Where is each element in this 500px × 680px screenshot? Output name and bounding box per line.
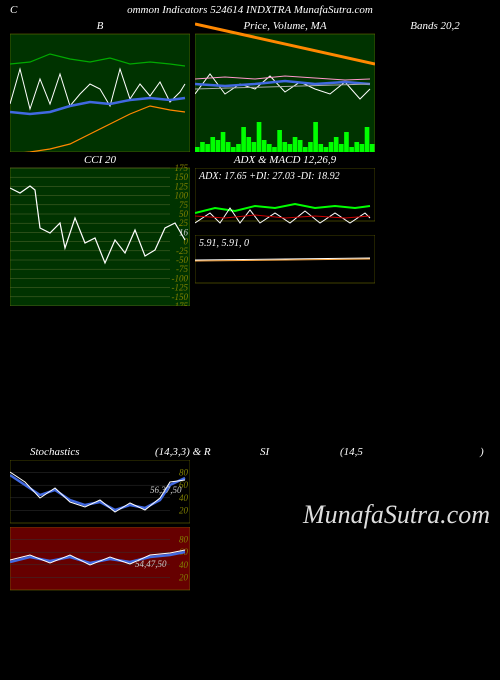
title-stoch-r3: (14,5 (340, 446, 363, 458)
title-stoch-r1: (14,3,3) & R (155, 446, 211, 458)
title-bbands: B (10, 20, 190, 34)
panel-rsi: 8060402054,47,50 (10, 527, 190, 592)
svg-text:54,47,50: 54,47,50 (135, 559, 167, 569)
panel-stoch: 8060402056,37,50 (10, 460, 190, 525)
svg-text:20: 20 (179, 505, 189, 515)
svg-text:-175: -175 (172, 301, 189, 306)
header-center: ommon Indicators 524614 INDXTRA MunafaSu… (127, 4, 373, 16)
panel-bbands: B (10, 22, 190, 152)
panel-adx-macd: ADX & MACD 12,26,9 ADX: 17.65 +DI: 27.03… (195, 156, 375, 306)
panel-bands-label: Bands 20,2 (380, 22, 490, 152)
panel-price: Price, Volume, MA (195, 22, 375, 152)
title-stoch: Stochastics (30, 446, 80, 458)
svg-text:20: 20 (179, 572, 189, 582)
title-bands: Bands 20,2 (380, 20, 490, 34)
title-stoch-r2: SI (260, 446, 269, 458)
svg-text:80: 80 (179, 468, 189, 478)
svg-text:40: 40 (179, 560, 189, 570)
title-cci: CCI 20 (10, 154, 190, 168)
panel-cci: CCI 20 175150125100755025160-25-50-75-10… (10, 156, 190, 306)
title-price: Price, Volume, MA (195, 20, 375, 34)
svg-text:ADX: 17.65 +DI: 27.03 -DI: 18.: ADX: 17.65 +DI: 27.03 -DI: 18.92 (198, 171, 340, 182)
svg-text:80: 80 (179, 535, 189, 545)
svg-text:5.91, 5.91, 0: 5.91, 5.91, 0 (199, 238, 249, 249)
title-stoch-r4: ) (480, 446, 484, 458)
header-left: C (10, 4, 17, 16)
svg-text:56,37,50: 56,37,50 (150, 485, 182, 495)
title-adx: ADX & MACD 12,26,9 (195, 154, 375, 168)
